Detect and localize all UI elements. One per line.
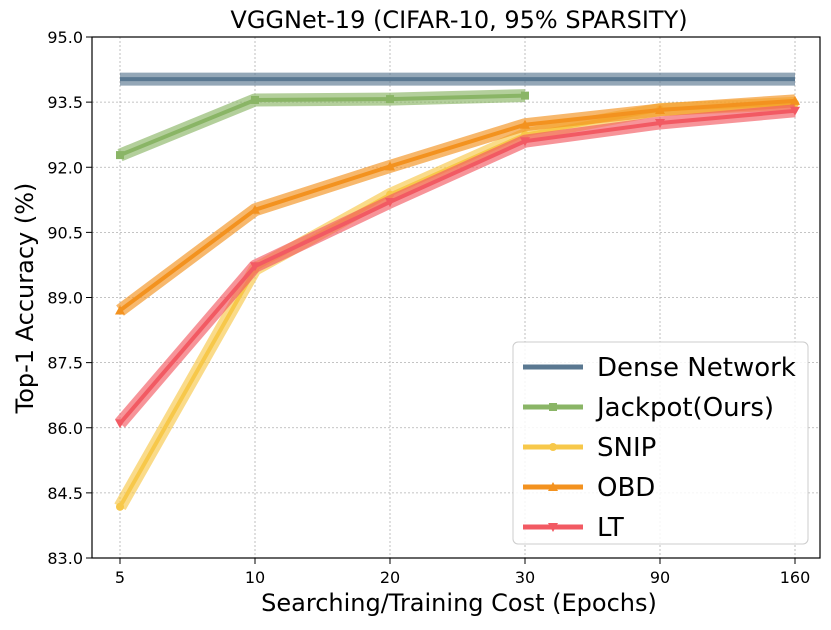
legend-label: Jackpot(Ours)	[595, 393, 774, 423]
x-tick-label: 5	[115, 568, 125, 587]
series-lines	[114, 72, 800, 511]
x-axis-label: Searching/Training Cost (Epochs)	[261, 589, 657, 617]
data-point	[115, 419, 125, 429]
legend-marker	[549, 443, 557, 451]
data-point	[521, 91, 529, 100]
legend: Dense Network Jackpot(Ours) SNIP OBD LT	[512, 341, 809, 545]
chart-title: VGGNet-19 (CIFAR-10, 95% SPARSITY)	[230, 6, 687, 34]
data-point	[386, 95, 394, 104]
legend-item-jackpot-ours: Jackpot(Ours)	[523, 393, 774, 423]
series-line	[118, 108, 796, 425]
y-tick-label: 93.5	[47, 93, 83, 112]
x-tick-label: 30	[515, 568, 535, 587]
plot-frame	[91, 36, 821, 559]
data-point	[655, 104, 665, 114]
data-point	[115, 305, 125, 315]
x-tick-label: 160	[780, 568, 811, 587]
data-point	[790, 106, 800, 116]
legend-label: OBD	[597, 473, 655, 503]
series-line	[119, 93, 526, 157]
legend-item-obd: OBD	[523, 473, 655, 503]
legend-label: Dense Network	[597, 353, 796, 383]
y-axis-label: Top-1 Accuracy (%)	[11, 183, 39, 415]
y-tick-label: 95.0	[47, 28, 83, 47]
legend-label: SNIP	[597, 433, 656, 463]
y-tick-label: 89.0	[47, 289, 83, 308]
y-tick-label: 90.5	[47, 223, 83, 242]
x-tick-label: 20	[380, 568, 400, 587]
x-tick-label: 90	[650, 568, 670, 587]
data-point	[116, 502, 124, 511]
data-point	[250, 262, 260, 272]
y-axis-ticks: 83.0 84.5 86.0 87.5 89.0 90.5 92.0 93.5 95.0	[47, 28, 92, 568]
data-point	[520, 137, 530, 147]
y-tick-label: 84.5	[47, 484, 83, 503]
legend-label: LT	[597, 513, 624, 543]
y-tick-label: 92.0	[47, 158, 83, 177]
data-point	[655, 118, 665, 128]
legend-marker	[548, 523, 558, 532]
data-point	[790, 95, 800, 105]
series-lt	[115, 104, 800, 429]
data-point	[385, 197, 395, 207]
data-point	[116, 151, 124, 160]
x-axis-ticks: 5 10 20 30 90 160	[115, 558, 810, 587]
data-point	[250, 204, 260, 214]
data-point	[520, 119, 530, 129]
x-tick-label: 10	[245, 568, 265, 587]
legend-item-dense-network: Dense Network	[523, 353, 796, 383]
series-band	[116, 94, 796, 316]
data-point	[251, 95, 259, 104]
legend-box	[512, 341, 809, 545]
y-tick-label: 87.5	[47, 354, 83, 373]
y-tick-label: 83.0	[47, 549, 83, 568]
y-tick-label: 86.0	[47, 419, 83, 438]
series-line	[118, 98, 796, 313]
legend-item-snip: SNIP	[523, 433, 656, 463]
series-obd	[115, 94, 800, 316]
data-point	[385, 161, 395, 171]
legend-marker	[548, 482, 558, 491]
legend-item-lt: LT	[523, 513, 624, 543]
series-jackpot-ours	[116, 89, 529, 162]
legend-marker	[549, 403, 557, 411]
